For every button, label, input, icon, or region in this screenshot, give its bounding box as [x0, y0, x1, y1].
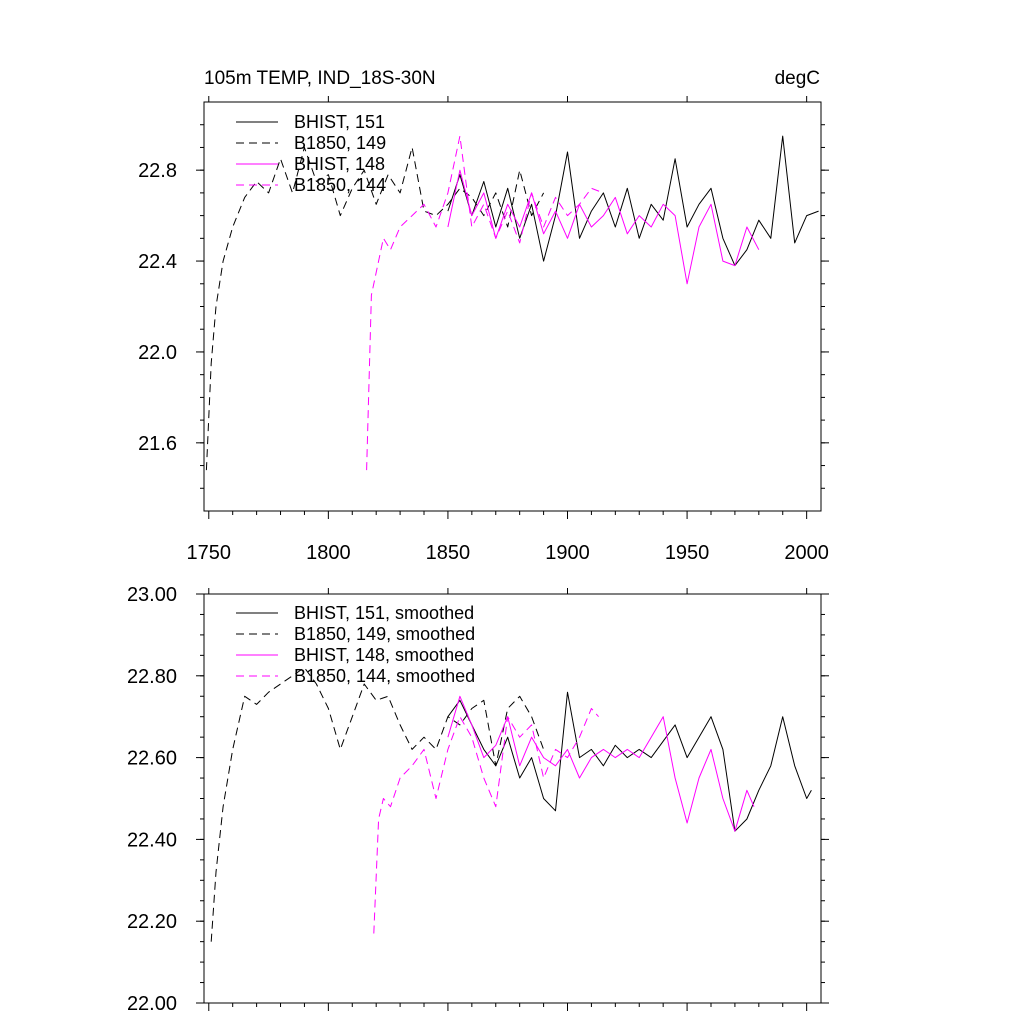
- top-title-right: degC: [775, 68, 820, 89]
- bottom-series-group: [210, 667, 812, 942]
- y-tick-label: 22.0: [138, 342, 177, 364]
- legend-label: B1850, 144: [294, 175, 386, 195]
- y-tick-label: 22.80: [127, 666, 177, 688]
- x-tick-label: 1850: [426, 542, 471, 564]
- y-tick-label: 22.8: [138, 160, 177, 182]
- legend-label: BHIST, 151: [294, 112, 385, 132]
- y-tick-label: 21.6: [138, 433, 177, 455]
- series-line-1: [447, 691, 812, 832]
- legend-label: B1850, 144, smoothed: [294, 666, 475, 686]
- y-tick-label: 23.00: [127, 584, 177, 606]
- legend-label: BHIST, 151, smoothed: [294, 603, 474, 623]
- bottom-panel: 22.00 22.20 22.40 22.60 22.80 23.00 BHIST, 15…: [127, 584, 829, 1015]
- x-tick-label: 1800: [306, 542, 351, 564]
- x-tick-label: 2000: [784, 542, 829, 564]
- y-tick-label: 22.4: [138, 251, 177, 273]
- series-line-2: [205, 146, 545, 471]
- top-panel: 105m TEMP, IND_18S-30N degC 1750 1800 1850…: [138, 68, 829, 564]
- y-tick-label: 22.00: [127, 993, 177, 1015]
- series-line-1: [447, 135, 819, 267]
- top-title-left: 105m TEMP, IND_18S-30N: [204, 68, 436, 89]
- series-line-3: [447, 695, 755, 832]
- series-line-4: [366, 135, 604, 471]
- x-tick-label: 1950: [665, 542, 710, 564]
- series-line-4: [373, 708, 599, 934]
- legend-label: B1850, 149: [294, 133, 386, 153]
- y-tick-label: 22.20: [127, 911, 177, 933]
- top-axis-ticks: 1750 1800 1850 1900 1950 2000 21.6 22.0 22.4 22.8: [138, 96, 829, 564]
- bottom-axis-ticks: 22.00 22.20 22.40 22.60 22.80 23.00: [127, 584, 829, 1015]
- y-tick-label: 22.60: [127, 748, 177, 770]
- series-line-2: [210, 667, 545, 942]
- series-line-3: [447, 169, 760, 285]
- x-tick-label: 1750: [187, 542, 232, 564]
- y-tick-label: 22.40: [127, 829, 177, 851]
- legend-label: B1850, 149, smoothed: [294, 624, 475, 644]
- x-tick-label: 1900: [545, 542, 590, 564]
- top-series-group: [205, 135, 819, 471]
- legend-label: BHIST, 148, smoothed: [294, 645, 474, 665]
- legend-label: BHIST, 148: [294, 154, 385, 174]
